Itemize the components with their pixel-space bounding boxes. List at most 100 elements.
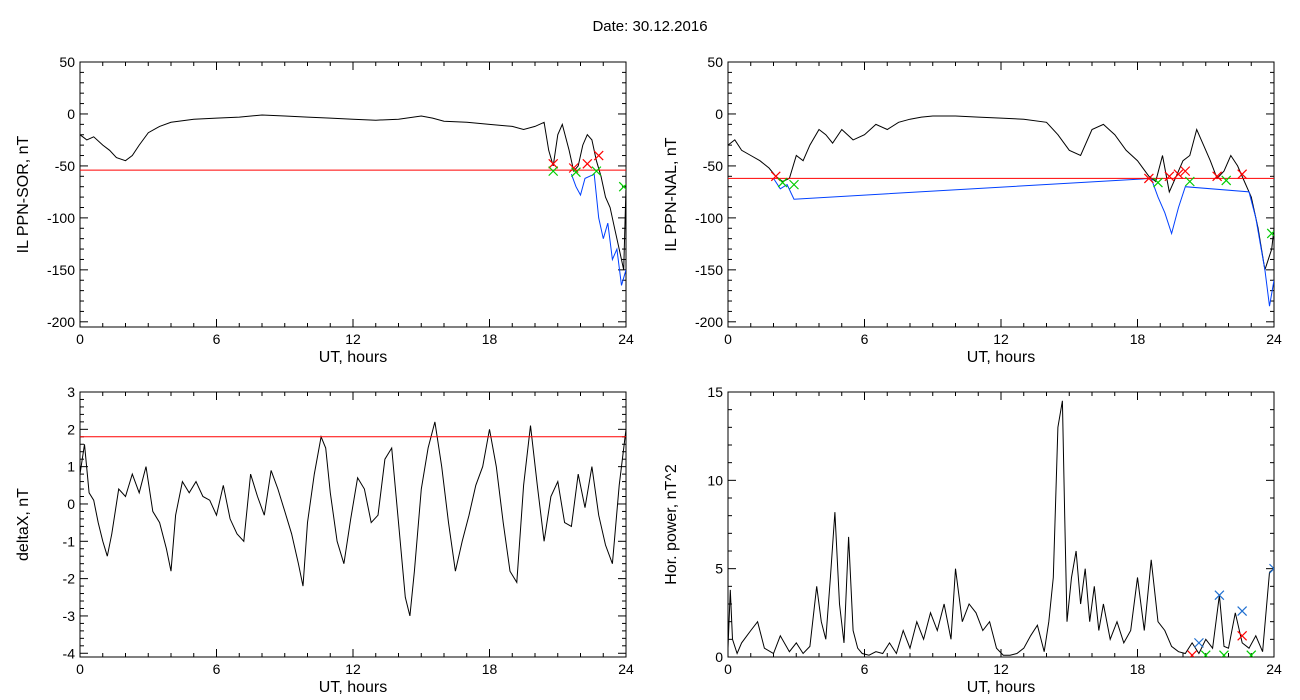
plot-area [728, 115, 1274, 307]
plot-area [80, 114, 626, 286]
y-tick-label: 2 [67, 421, 75, 437]
data-marker [618, 181, 626, 192]
y-tick-label: -50 [55, 158, 75, 174]
y-tick-label: 1 [67, 459, 75, 475]
date-title: Date: 30.12.2016 [592, 18, 708, 35]
x-tick-label: 24 [618, 661, 634, 677]
x-tick-label: 12 [993, 331, 1009, 347]
x-tick-label: 0 [724, 331, 732, 347]
y-axis-label: deltaX, nT [15, 488, 32, 561]
x-tick-label: 24 [618, 331, 634, 347]
data-marker [548, 158, 559, 169]
data-marker [582, 158, 593, 169]
data-marker [571, 167, 581, 178]
x-tick-label: 0 [76, 661, 84, 677]
y-tick-label: -4 [63, 645, 76, 661]
data-marker [548, 166, 559, 177]
data-marker [593, 150, 604, 161]
x-tick-label: 12 [993, 661, 1009, 677]
y-tick-label: 50 [59, 54, 75, 70]
data-marker [1194, 637, 1204, 648]
data-marker [1214, 590, 1225, 601]
y-tick-label: 3 [67, 384, 75, 400]
x-axis-label: UT, hours [319, 349, 387, 366]
data-marker [1153, 177, 1163, 188]
data-marker [1143, 173, 1154, 184]
x-tick-label: 0 [724, 661, 732, 677]
x-tick-label: 6 [213, 661, 221, 677]
x-tick-label: 12 [345, 331, 361, 347]
data-marker [1237, 630, 1248, 641]
data-marker [789, 179, 799, 190]
series-line-2 [773, 177, 1274, 307]
y-tick-label: -1 [63, 533, 76, 549]
data-marker [1246, 650, 1257, 657]
y-tick-label: -200 [695, 314, 723, 330]
data-marker [1237, 169, 1248, 180]
x-axis-label: UT, hours [967, 679, 1035, 696]
data-marker [1266, 228, 1274, 239]
data-marker [1237, 606, 1248, 616]
x-axis-label: UT, hours [967, 349, 1035, 366]
data-marker [1219, 650, 1229, 657]
x-tick-label: 18 [1130, 331, 1146, 347]
x-axis-label: UT, hours [319, 679, 387, 696]
y-tick-label: -200 [47, 314, 75, 330]
chart-top-right: 0 6 12 18 24 50 0 -50 -100 -150 -200 UT, hours IL PP… [663, 54, 1282, 366]
y-axis-label: IL PPN-SOR, nT [15, 135, 32, 253]
y-tick-label: -3 [63, 608, 76, 624]
data-marker [1164, 171, 1175, 182]
series-line-1 [80, 421, 626, 617]
x-tick-label: 6 [213, 331, 221, 347]
data-marker [777, 177, 788, 188]
data-marker [1200, 650, 1211, 657]
y-tick-label: -100 [695, 210, 723, 226]
plot-frame [727, 61, 1275, 328]
y-tick-label: -150 [47, 262, 75, 278]
y-axis-label: Hor. power, nT^2 [663, 464, 680, 585]
x-tick-label: 18 [482, 331, 498, 347]
y-tick-label: 15 [707, 384, 723, 400]
chart-bottom-left: 0 6 12 18 24 3 2 1 0 -1 -2 -3 -4 UT, hours deltaX, nT [15, 384, 634, 696]
series-line-2 [570, 173, 626, 286]
y-tick-label: 0 [715, 649, 723, 665]
y-tick-label: 50 [707, 54, 723, 70]
y-tick-label: -150 [695, 262, 723, 278]
y-tick-label: 10 [707, 472, 723, 488]
data-marker [1221, 175, 1232, 186]
x-tick-label: 0 [76, 331, 84, 347]
data-marker [1187, 650, 1198, 657]
x-tick-label: 18 [482, 661, 498, 677]
plot-frame [79, 391, 627, 658]
chart-bottom-right: 0 6 12 18 24 15 10 5 0 UT, hours Hor. power, nT^2 [663, 384, 1282, 696]
x-tick-label: 6 [861, 661, 869, 677]
y-axis-label: IL PPN-NAL, nT [663, 137, 680, 251]
data-marker [1212, 171, 1223, 182]
y-tick-label: -50 [703, 158, 723, 174]
plot-frame [79, 61, 627, 328]
y-tick-label: 0 [67, 496, 75, 512]
data-marker [591, 166, 602, 177]
data-marker [1184, 176, 1195, 187]
y-tick-label: 5 [715, 561, 723, 577]
data-marker [1269, 563, 1274, 574]
series-line-1 [728, 400, 1274, 656]
y-tick-label: 0 [67, 106, 75, 122]
y-tick-label: -100 [47, 210, 75, 226]
series-line-1 [80, 114, 626, 270]
plot-frame [727, 391, 1275, 658]
x-tick-label: 12 [345, 661, 361, 677]
plot-area [728, 400, 1274, 657]
chart-top-left: 0 6 12 18 24 50 0 -50 -100 -150 -200 UT, hours IL PP… [15, 54, 634, 366]
x-tick-label: 24 [1266, 331, 1282, 347]
x-tick-label: 18 [1130, 661, 1146, 677]
series-line-1 [728, 115, 1274, 270]
data-marker [1180, 166, 1191, 177]
plot-area [80, 421, 626, 617]
data-marker [1173, 169, 1184, 180]
y-tick-label: -2 [63, 571, 76, 587]
x-tick-label: 6 [861, 331, 869, 347]
y-tick-label: 0 [715, 106, 723, 122]
x-tick-label: 24 [1266, 661, 1282, 677]
